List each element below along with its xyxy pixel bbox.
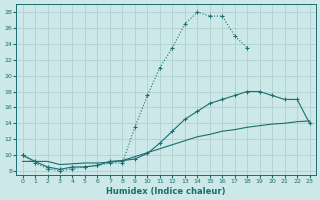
X-axis label: Humidex (Indice chaleur): Humidex (Indice chaleur)	[106, 187, 226, 196]
